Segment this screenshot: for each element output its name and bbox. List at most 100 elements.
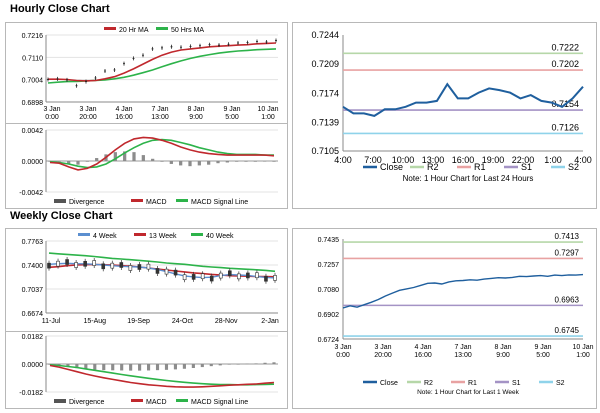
divergence-bar — [85, 161, 89, 162]
y-tick-label: 0.0182 — [22, 334, 44, 341]
candle-body — [173, 269, 178, 276]
divergence-bar — [191, 364, 195, 368]
macd-signal-line — [49, 138, 274, 169]
candle-body — [56, 260, 60, 267]
x-tick-label: 28-Nov — [215, 318, 238, 325]
divergence-bar — [67, 161, 71, 164]
divergence-bar — [263, 362, 267, 364]
legend-label: 13 Week — [149, 233, 177, 240]
divergence-bar — [209, 364, 213, 367]
legend-label: MACD Signal Line — [191, 199, 248, 206]
divergence-bar — [254, 363, 258, 364]
divergence-bar — [200, 364, 204, 368]
legend-swatch — [156, 27, 168, 30]
legend-label: R2 — [424, 380, 433, 387]
candle-body — [246, 272, 250, 279]
hourly-section-title: Hourly Close Chart — [10, 3, 110, 15]
divergence-bar — [84, 364, 88, 370]
divergence-bar — [155, 364, 160, 371]
divergence-bar — [207, 161, 211, 165]
candle-body — [228, 270, 232, 277]
legend-swatch — [176, 399, 188, 402]
x-tick-time: 20:00 — [374, 352, 392, 359]
divergence-bar — [141, 155, 145, 161]
y-tick-label: 0.7105 — [311, 146, 339, 156]
candle-body — [74, 262, 78, 268]
x-tick-date: 3 Jan — [79, 106, 96, 113]
x-tick-label: 13:00 — [422, 155, 445, 165]
x-tick-time: 1:00 — [576, 352, 590, 359]
y-tick-label: 0.7110 — [22, 55, 43, 62]
y-tick-label: 0.7080 — [318, 287, 340, 294]
y-tick-label: 0.7209 — [311, 59, 339, 69]
divergence-bar — [227, 364, 231, 365]
legend-label: R1 — [474, 162, 486, 172]
legend-label: R2 — [427, 162, 439, 172]
candle-body — [200, 273, 205, 280]
weekly-long-panel: 0.7435 0.7257 0.7080 0.6902 0.6724 0.7413 0.72… — [292, 228, 597, 409]
x-tick-time: 9:00 — [496, 352, 510, 359]
weekly-macd-panel: 0.0182 0.0000 -0.0182 Divergence MACD MACD Si… — [5, 331, 288, 409]
y-tick-label: 0.7257 — [318, 262, 340, 269]
y-tick-label: 0.7174 — [311, 88, 339, 98]
divergence-bar — [272, 161, 276, 162]
candle-body — [101, 263, 106, 270]
macd-line — [49, 364, 275, 388]
candle-body — [209, 275, 214, 282]
candle-body — [264, 275, 268, 282]
x-tick-date: 8 Jan — [494, 344, 511, 351]
y-tick-label: 0.7244 — [311, 30, 339, 40]
y-tick-label: 0.7037 — [22, 287, 44, 294]
legend-swatch — [104, 27, 116, 30]
legend-label: 4 Week — [93, 233, 117, 240]
hourly-price-panel: 0.7216 0.7110 0.7004 0.6898 20 Hr MA 50 Hrs M… — [5, 22, 288, 125]
divergence-bar — [93, 364, 97, 370]
candle-body — [237, 273, 241, 280]
x-tick-time: 5:00 — [225, 114, 239, 121]
x-tick-time: 16:00 — [414, 352, 432, 359]
legend-label: R1 — [468, 380, 477, 387]
ma50-line — [47, 48, 277, 84]
legend-label: 20 Hr MA — [119, 27, 149, 34]
legend-label: 50 Hrs MA — [171, 27, 204, 34]
level-label-s2: 0.7126 — [551, 122, 579, 132]
y-tick-label: -0.0042 — [19, 190, 43, 197]
divergence-bar — [160, 161, 164, 162]
x-tick-label: 2-Jan — [261, 318, 279, 325]
candle-body — [273, 275, 277, 281]
x-tick-time: 20:00 — [79, 114, 97, 121]
x-tick-time: 0:00 — [336, 352, 350, 359]
divergence-bar — [218, 364, 222, 366]
level-label-s1: 0.6963 — [555, 295, 580, 304]
candle-body — [146, 263, 151, 270]
y-tick-label: 0.6674 — [22, 311, 44, 318]
divergence-bar — [48, 364, 52, 365]
x-tick-label: 11-Jul — [42, 318, 61, 325]
x-tick-date: 7 Jan — [151, 106, 168, 113]
divergence-bar — [120, 364, 124, 371]
x-tick-label: 19:00 — [482, 155, 505, 165]
divergence-bar — [173, 364, 178, 370]
x-tick-date: 10 Jan — [257, 106, 278, 113]
candle-body — [191, 274, 196, 280]
candle-body — [92, 260, 96, 266]
legend-label: S1 — [521, 162, 532, 172]
x-tick-label: 24-Oct — [172, 318, 193, 325]
x-tick-time: 13:00 — [151, 114, 169, 121]
x-tick-date: 3 Jan — [334, 344, 351, 351]
y-tick-label: 0.0042 — [22, 128, 44, 135]
divergence-bar — [75, 364, 79, 369]
x-tick-date: 7 Jan — [454, 344, 471, 351]
x-tick-date: 3 Jan — [374, 344, 391, 351]
divergence-bar — [235, 161, 239, 162]
x-tick-date: 10 Jan — [572, 344, 593, 351]
level-label-s2: 0.6745 — [555, 326, 580, 335]
divergence-bar — [245, 363, 249, 365]
divergence-bar — [111, 364, 115, 371]
divergence-bar — [169, 161, 173, 164]
legend-swatch — [134, 233, 146, 236]
level-label-r2: 0.7413 — [555, 232, 580, 241]
x-tick-label: 4:00 — [334, 155, 352, 165]
legend-swatch — [54, 199, 66, 203]
x-tick-time: 16:00 — [115, 114, 133, 121]
